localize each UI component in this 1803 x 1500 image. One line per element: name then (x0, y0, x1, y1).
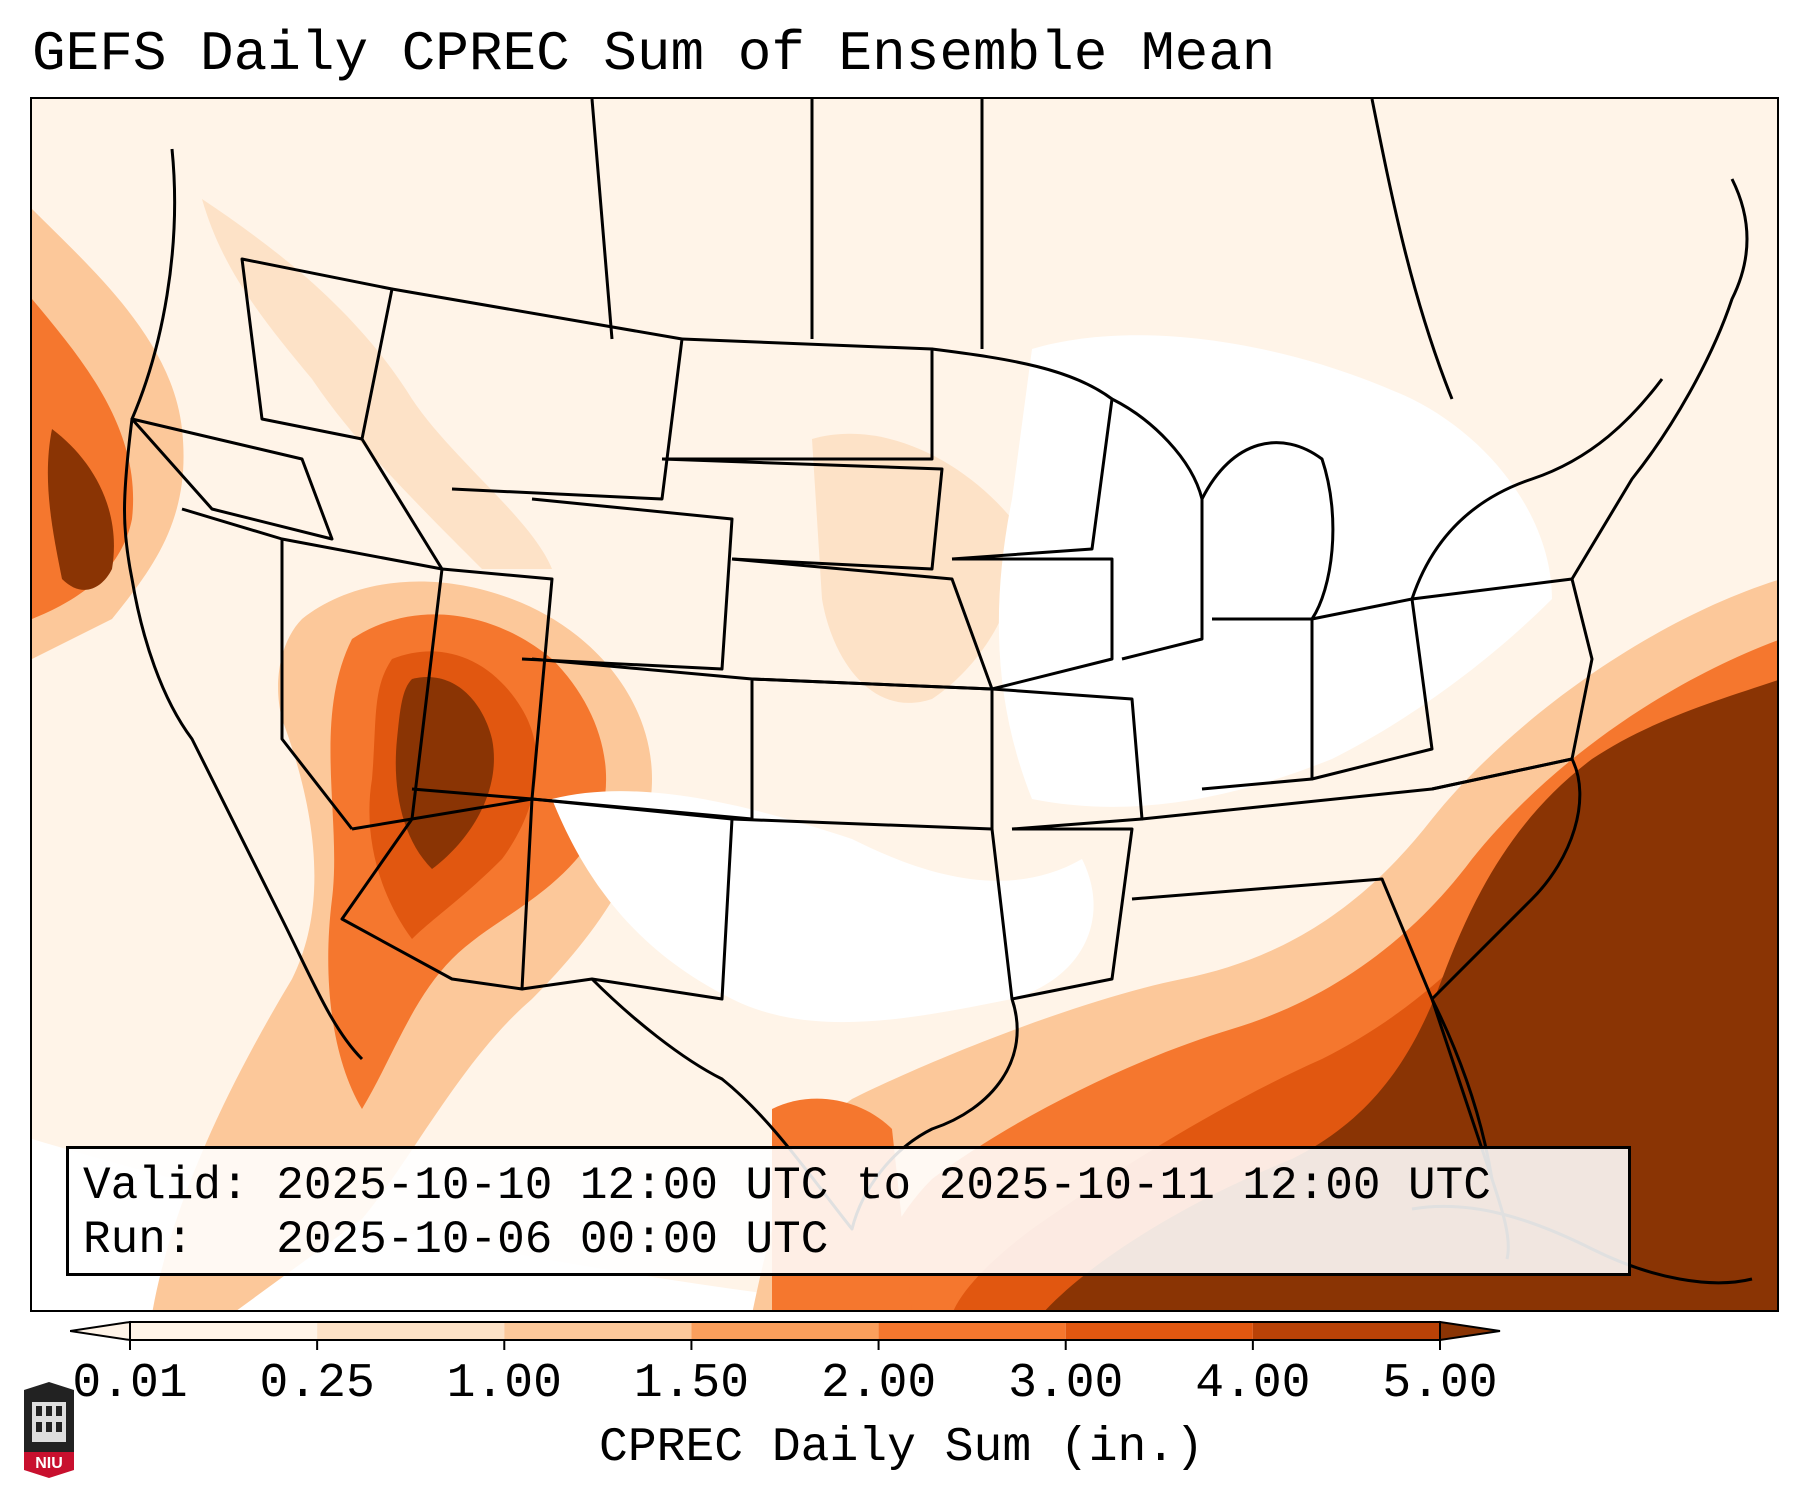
colorbar-extend-max (1439, 1320, 1501, 1342)
colorbar-segment (504, 1322, 692, 1340)
chart-title: GEFS Daily CPREC Sum of Ensemble Mean (32, 22, 1276, 86)
idaho-west-border (360, 438, 444, 570)
carolinas-outline (1430, 757, 1582, 1001)
colorbar-segment (691, 1322, 879, 1340)
colorbar-tick-label: 5.00 (1382, 1357, 1498, 1411)
niu-logo-text: NIU (35, 1455, 63, 1472)
run-row: Run: 2025-10-06 00:00 UTC (83, 1213, 1614, 1267)
north-dakota-outline (662, 337, 934, 461)
no-precip-east (998, 335, 1552, 807)
niu-logo: NIU (24, 1382, 74, 1478)
arizona-outline (340, 797, 534, 991)
ohio-outline (1311, 597, 1434, 781)
colorbar-tick-label: 3.00 (1008, 1357, 1124, 1411)
niu-window-icon (46, 1406, 52, 1416)
canada-boundary-1 (590, 99, 614, 340)
arkansas-louisiana (1011, 827, 1134, 1001)
california-nevada-border (181, 507, 354, 830)
precip-nw-light (202, 199, 552, 569)
colorbar-segment (317, 1322, 505, 1340)
valid-run-info-box: Valid: 2025-10-10 12:00 UTC to 2025-10-1… (66, 1146, 1631, 1276)
south-dakota-outline (661, 457, 944, 571)
colorbar-segments (70, 1320, 1501, 1342)
niu-window-icon (56, 1406, 62, 1416)
michigan-outline (1200, 441, 1335, 621)
colorbar-tick-label: 1.00 (446, 1357, 562, 1411)
northeast-coastline (1570, 178, 1749, 580)
utah-outline (411, 567, 554, 801)
colorbar-segment (130, 1322, 318, 1340)
colorbar-tick-label: 1.50 (633, 1357, 750, 1411)
nevada-outline (281, 537, 444, 831)
montana-outline (391, 287, 684, 501)
missouri-outline (991, 687, 1144, 831)
map-panel[interactable] (30, 97, 1779, 1312)
run-label: Run: (83, 1214, 194, 1266)
niu-band (24, 1452, 74, 1478)
valid-label: Valid: (83, 1160, 249, 1212)
oregon-outline (130, 417, 334, 541)
no-precip-south (552, 791, 1094, 1023)
colorbar-tick-label: 0.01 (72, 1357, 188, 1411)
colorbar-ticks (129, 1340, 1441, 1350)
virginia-pennsylvania (1411, 577, 1594, 760)
niu-window-icon (46, 1422, 52, 1432)
colorbar (70, 1320, 1501, 1350)
nebraska-kansas (731, 557, 994, 691)
valid-row: Valid: 2025-10-10 12:00 UTC to 2025-10-1… (83, 1159, 1614, 1213)
niu-window-icon (56, 1422, 62, 1432)
niu-window-icon (36, 1422, 42, 1432)
precip-map (32, 99, 1777, 1310)
colorbar-tick-label: 2.00 (820, 1357, 937, 1411)
precip-sw-extreme (395, 677, 494, 869)
valid-value: 2025-10-10 12:00 UTC to 2025-10-11 12:00… (276, 1160, 1491, 1212)
colorbar-tick-label: 4.00 (1195, 1357, 1311, 1411)
iowa-outline (952, 557, 1114, 691)
wyoming-outline (521, 497, 734, 671)
colorbar-label: CPREC Daily Sum (in.) (599, 1421, 1204, 1475)
colorbar-segment (878, 1322, 1066, 1340)
colorbar-tick-label: 0.25 (259, 1357, 375, 1411)
minnesota-outline (931, 347, 1114, 561)
colorbar-extend-min (70, 1320, 131, 1342)
colorbar-segment (1065, 1322, 1253, 1340)
great-lakes-shore (1410, 378, 1664, 600)
indiana-outline (1201, 617, 1314, 791)
niu-window-icon (36, 1406, 42, 1416)
new-mexico-outline (521, 797, 734, 1001)
colorbar-segment (1252, 1322, 1440, 1340)
canada-boundary-4 (1370, 99, 1454, 400)
west-coastline (123, 148, 364, 1061)
colorbar-outline (129, 1321, 1441, 1341)
run-value: 2025-10-06 00:00 UTC (276, 1214, 829, 1266)
precip-pnw-extreme (47, 429, 114, 590)
